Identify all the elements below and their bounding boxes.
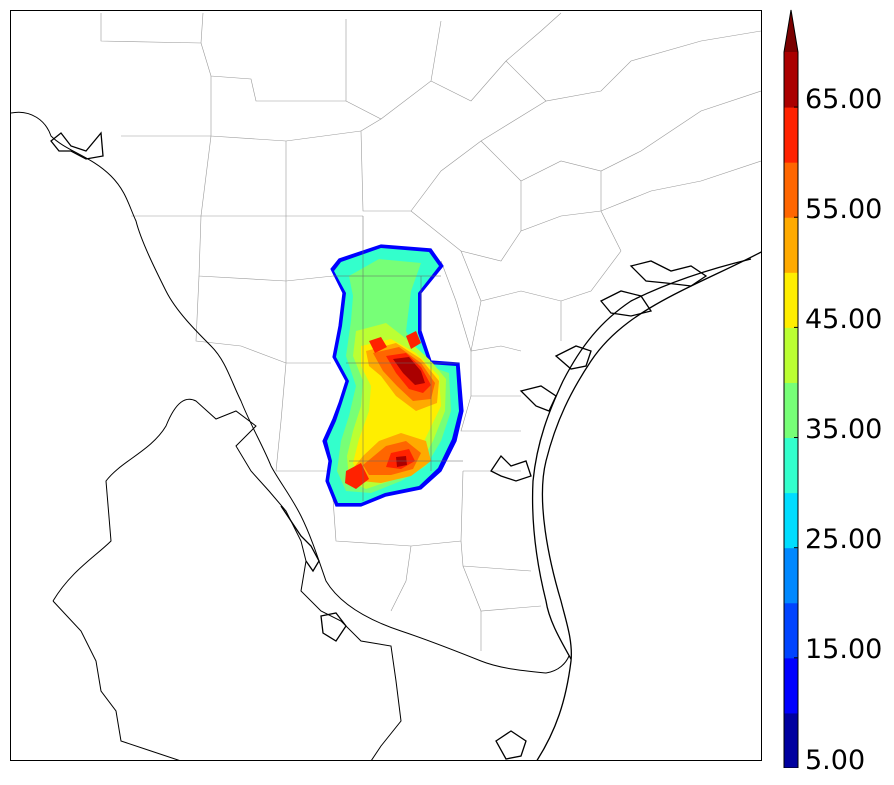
- colorbar-band: [784, 712, 798, 768]
- county-line: [600, 171, 622, 252]
- county-line: [198, 215, 334, 282]
- county-line: [195, 275, 331, 364]
- county-line: [360, 118, 382, 132]
- county-line: [460, 540, 532, 572]
- contour-65e: [369, 337, 387, 353]
- colorbar-band: [784, 162, 798, 218]
- coast-line: [280, 505, 320, 573]
- colorbar-tick-25: 25.00: [805, 524, 883, 555]
- colorbar-band: [784, 217, 798, 273]
- county-line: [275, 362, 331, 472]
- colorbar-extend-arrow: [784, 10, 798, 52]
- county-line: [440, 260, 522, 352]
- colorbar-tick-55: 55.00: [805, 194, 883, 225]
- county-line: [470, 300, 482, 352]
- coast-line: [599, 290, 653, 317]
- border-line: [11, 111, 570, 674]
- county-line: [210, 76, 362, 142]
- county-line: [460, 351, 521, 432]
- county-line: [360, 100, 547, 212]
- coastline: [50, 131, 761, 760]
- coast-line: [531, 258, 752, 660]
- county-line: [480, 90, 761, 182]
- county-line: [430, 12, 562, 102]
- county-overlay: [333, 216, 463, 501]
- county-line: [410, 160, 761, 262]
- county-line: [462, 565, 542, 612]
- county-line: [121, 135, 363, 217]
- colorbar-band: [784, 547, 798, 604]
- coast-line: [320, 612, 347, 642]
- colorbar-band: [784, 52, 798, 108]
- county-line: [390, 545, 412, 612]
- contour-outline: [322, 244, 464, 507]
- colorbar-band: [784, 602, 798, 659]
- colorbar-tick-5: 5.00: [805, 745, 866, 776]
- international-border: [11, 111, 570, 760]
- contour-65d: [406, 331, 421, 349]
- coast-line: [490, 454, 532, 482]
- colorbar-band: [784, 272, 798, 328]
- county-borders: [100, 12, 761, 651]
- colorbar-tick-65: 65.00: [805, 84, 883, 115]
- colorbar-bands: [783, 9, 799, 768]
- coast-line: [554, 345, 592, 370]
- colorbar-outline: [783, 9, 799, 768]
- coast-line: [50, 131, 104, 160]
- county-line: [505, 30, 761, 102]
- colorbar-band: [784, 657, 798, 714]
- colorbar-band: [784, 437, 798, 494]
- colorbar-tick-45: 45.00: [805, 304, 883, 335]
- colorbar-band: [784, 327, 798, 383]
- county-line: [200, 19, 347, 102]
- colorbar-band: [784, 382, 798, 439]
- reflectivity-contours: [322, 216, 464, 507]
- coast-line: [536, 251, 761, 760]
- map-panel: [10, 10, 762, 761]
- coast-line: [629, 260, 708, 287]
- county-line: [100, 12, 204, 44]
- contour-70b: [396, 456, 407, 467]
- map-canvas: [11, 12, 761, 760]
- contour-70: [393, 357, 425, 385]
- coast-line: [519, 385, 557, 412]
- colorbar-tick-35: 35.00: [805, 414, 883, 445]
- colorbar-band: [784, 492, 798, 549]
- colorbar: [783, 9, 799, 768]
- coast-line: [495, 730, 527, 760]
- colorbar-tick-15: 15.00: [805, 634, 883, 665]
- colorbar-band: [784, 107, 798, 163]
- border-line: [52, 600, 180, 760]
- county-line: [345, 20, 442, 120]
- county-line: [460, 250, 622, 302]
